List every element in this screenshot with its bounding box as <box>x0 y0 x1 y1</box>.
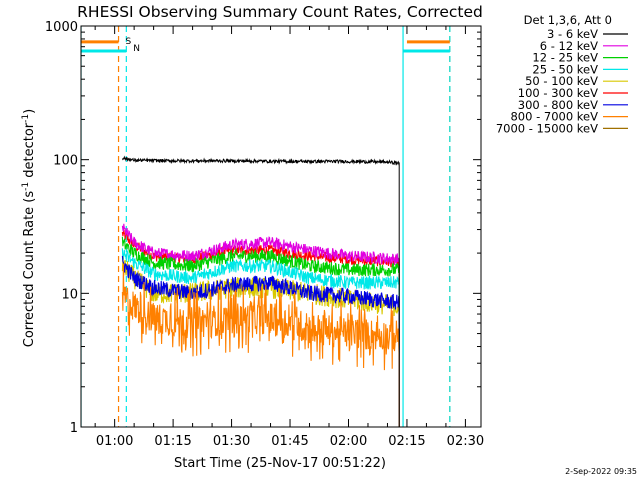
y-axis-label-superscript: -1 <box>21 182 31 191</box>
series-6-12-kev-line <box>121 223 400 427</box>
series-300-800-kev-line <box>121 255 400 427</box>
y-axis-label-close: ) <box>22 109 37 114</box>
y-axis-label-superscript-2: -1 <box>21 114 31 123</box>
footer-date: 2-Sep-2022 09:35 <box>565 467 637 476</box>
y-axis-label-detector: detector <box>22 122 37 182</box>
flag-marker-label: N <box>133 44 140 54</box>
y-tick-label: 100 <box>53 154 78 169</box>
legend-label: 25 - 50 keV <box>532 62 598 76</box>
legend-label: 800 - 7000 keV <box>510 110 598 124</box>
x-tick-label: 01:00 <box>96 434 133 449</box>
y-tick-label: 1 <box>70 421 78 436</box>
axes: 1 10 100 1000 01:00 01:15 01:30 01:45 02:00 02:15… <box>45 20 484 449</box>
y-tick-label: 10 <box>61 287 78 302</box>
x-tick-label: 02:00 <box>330 434 367 449</box>
y-axis-label-text: Corrected Count Rate (s <box>22 191 37 348</box>
chart-title: RHESSI Observing Summary Count Rates, Co… <box>77 3 483 21</box>
legend-title: Det 1,3,6, Att 0 <box>524 13 612 27</box>
y-axis-label: Corrected Count Rate (s-1 detector-1) <box>21 109 37 347</box>
legend-label: 100 - 300 keV <box>518 86 598 100</box>
legend-label: 6 - 12 keV <box>540 39 598 53</box>
legend-label: 12 - 25 keV <box>532 51 598 65</box>
legend-label: 50 - 100 keV <box>525 74 598 88</box>
legend-label: 300 - 800 keV <box>518 98 598 112</box>
legend-label: 3 - 6 keV <box>547 27 598 41</box>
x-axis-label: Start Time (25-Nov-17 00:51:22) <box>174 456 386 471</box>
x-tick-label: 01:15 <box>154 434 191 449</box>
y-tick-label: 1000 <box>45 20 78 35</box>
series-800-7000-kev-line <box>121 263 400 427</box>
plot-frame <box>80 25 482 428</box>
x-tick-label: 01:30 <box>213 434 250 449</box>
series-25-50-kev-line <box>121 248 400 427</box>
x-tick-label: 02:15 <box>388 434 425 449</box>
flag-marker-label: S <box>125 37 131 47</box>
series-12-25-kev-line <box>121 236 400 427</box>
series-3-6-kev-line <box>121 155 400 427</box>
x-tick-label: 02:30 <box>447 434 484 449</box>
plot-area: SN <box>81 26 451 427</box>
x-tick-label: 01:45 <box>271 434 308 449</box>
legend-label: 7000 - 15000 keV <box>496 121 598 135</box>
